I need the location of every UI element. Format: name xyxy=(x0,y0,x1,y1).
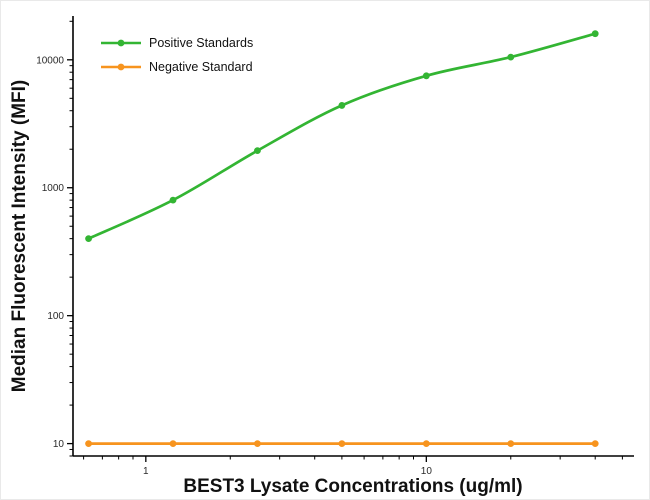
data-point-series-0 xyxy=(169,196,177,204)
x-tick-label: 1 xyxy=(143,466,149,477)
legend-swatch-positive-marker xyxy=(117,39,125,47)
data-point-series-1 xyxy=(591,440,599,448)
data-point-series-0 xyxy=(507,53,515,61)
axes-layer: 1 10 10 100 1000 10000 xyxy=(36,16,634,477)
data-point-series-0 xyxy=(591,30,599,38)
y-tick-label: 10 xyxy=(53,439,65,450)
data-point-series-0 xyxy=(254,147,261,155)
data-point-series-0 xyxy=(85,235,92,243)
data-point-series-1 xyxy=(507,440,515,448)
y-tick-label: 1000 xyxy=(42,183,65,194)
data-point-series-1 xyxy=(169,440,177,448)
data-point-series-1 xyxy=(85,440,92,448)
x-axis-label: BEST3 Lysate Concentrations (ug/ml) xyxy=(183,476,522,497)
y-tick-label: 100 xyxy=(47,311,64,322)
x-tick-label: 10 xyxy=(421,466,433,477)
data-point-series-1 xyxy=(422,440,430,448)
legend-label-negative: Negative Standard xyxy=(149,60,253,74)
legend: Positive Standards Negative Standard xyxy=(101,36,253,74)
data-point-series-1 xyxy=(338,440,346,448)
data-point-series-1 xyxy=(254,440,261,448)
y-axis-label: Median Fluorescent Intensity (MFI) xyxy=(9,80,30,392)
series-layer xyxy=(85,30,599,448)
data-point-series-0 xyxy=(338,102,346,109)
legend-item-positive: Positive Standards xyxy=(101,36,253,50)
y-tick-label: 10000 xyxy=(36,55,64,66)
data-point-series-0 xyxy=(422,72,430,80)
legend-item-negative: Negative Standard xyxy=(101,60,253,74)
legend-label-positive: Positive Standards xyxy=(149,36,253,50)
legend-swatch-negative-marker xyxy=(117,63,125,71)
